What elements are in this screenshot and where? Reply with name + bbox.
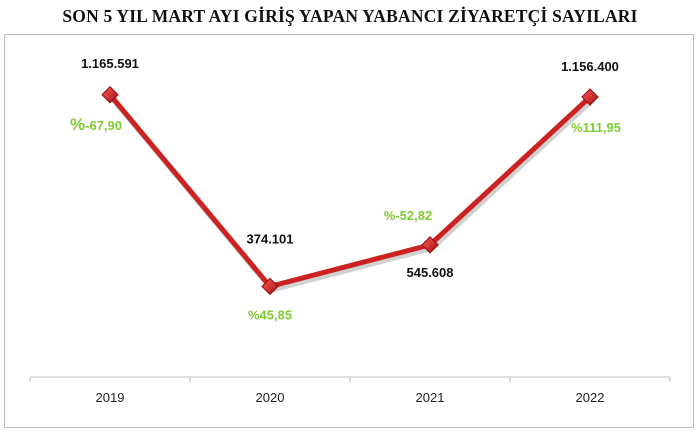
data-point-marker <box>581 88 599 106</box>
chart-title: SON 5 YIL MART AYI GİRİŞ YAPAN YABANCI Z… <box>62 6 638 26</box>
change-label-value: %45,85 <box>248 307 292 322</box>
series-line-shadow <box>109 95 595 293</box>
change-label-value: %111,95 <box>571 120 621 135</box>
value-label: 545.608 <box>407 265 454 280</box>
x-tick-label: 2021 <box>416 390 445 405</box>
x-tick-label: 2022 <box>576 390 605 405</box>
value-label: 374.101 <box>247 231 294 246</box>
change-label: %-67,90 <box>70 115 122 134</box>
change-label-prefix: % <box>70 115 85 134</box>
series-line <box>107 92 593 289</box>
change-label: %-52,82 <box>384 208 432 223</box>
data-point-marker <box>101 86 119 104</box>
change-label-value: %-52,82 <box>384 208 432 223</box>
change-label: %45,85 <box>248 307 292 322</box>
change-label: %111,95 <box>571 120 621 135</box>
value-label: 1.165.591 <box>81 56 139 71</box>
data-point-marker <box>261 277 279 296</box>
x-tick-label: 2020 <box>256 390 285 405</box>
chart-frame <box>4 34 694 428</box>
x-tick-label: 2019 <box>96 390 125 405</box>
change-label-value: -67,90 <box>85 118 122 133</box>
data-point-marker <box>421 236 439 254</box>
value-label: 1.156.400 <box>561 59 619 74</box>
